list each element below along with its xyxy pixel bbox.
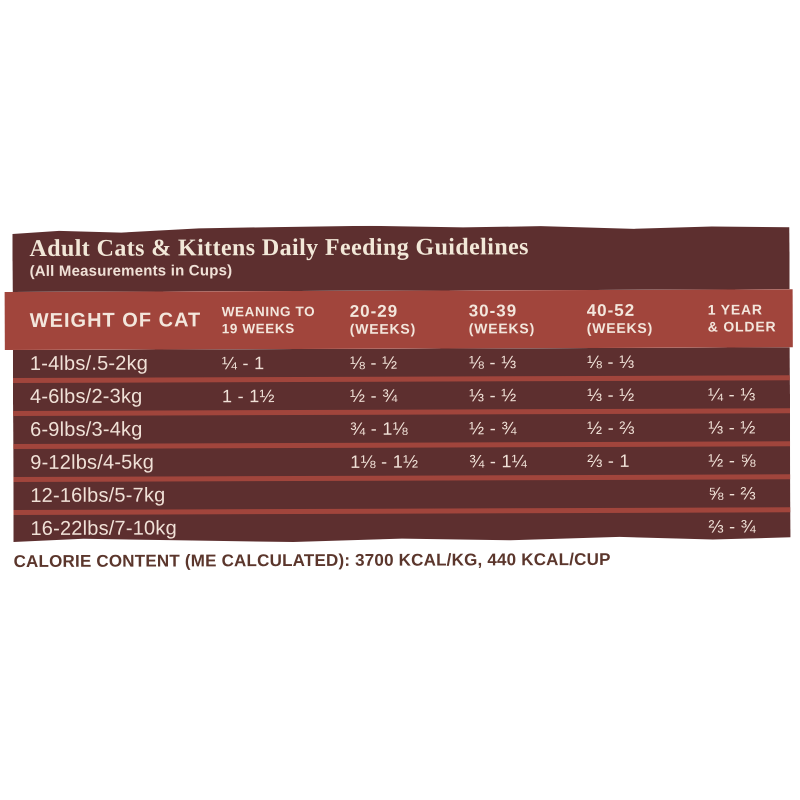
calorie-content-note: CALORIE CONTENT (ME CALCULATED): 3700 KC… — [13, 549, 611, 571]
value-cell: ⅔ - ¾ — [708, 515, 757, 537]
value-cell: 1⅛ - 1½ — [350, 451, 419, 472]
title-block: Adult Cats & Kittens Daily Feeding Guide… — [12, 224, 789, 292]
value-cell: ¼ - ⅓ — [707, 383, 756, 405]
value-cell: ⅔ - 1 — [587, 450, 630, 471]
weight-cell: 4-6lbs/2-3kg — [29, 385, 143, 408]
value-cell: ½ - ⅔ — [587, 417, 635, 438]
table-subtitle: (All Measurements in Cups) — [29, 262, 233, 280]
value-cell: ⅓ - ½ — [468, 384, 517, 405]
value-cell: ¾ - 1¼ — [469, 450, 528, 471]
column-header-text: 30-39 — [468, 301, 518, 321]
table-row: 1-4lbs/.5-2kg ¼ - 1 ⅛ - ½ ⅛ - ⅓ ⅛ - ⅓ — [13, 347, 790, 378]
value-cell: ¾ - 1⅛ — [350, 418, 408, 439]
value-cell: 1 - 1½ — [221, 385, 275, 406]
value-cell: ⅓ - ½ — [586, 384, 635, 405]
column-header-text: 19 WEEKS — [221, 321, 295, 337]
column-header-1-year-older: 1 YEAR & OLDER — [708, 301, 790, 335]
table-body: 1-4lbs/.5-2kg ¼ - 1 ⅛ - ½ ⅛ - ⅓ ⅛ - ⅓ 4-… — [13, 347, 791, 543]
table-row: 16-22lbs/7-10kg ⅔ - ¾ — [13, 507, 790, 543]
weight-cell: 9-12lbs/4-5kg — [30, 451, 155, 474]
value-cell: ½ - ⅝ — [708, 449, 756, 471]
value-cell: ½ - ¾ — [349, 385, 398, 406]
value-cell: ⅛ - ⅓ — [468, 351, 517, 372]
column-header-text: 40-52 — [586, 300, 636, 320]
value-cell: ⅓ - ½ — [708, 416, 756, 438]
column-header-text: (WEEKS) — [468, 320, 536, 337]
table-row: 12-16lbs/5-7kg ⅝ - ⅔ — [13, 474, 790, 510]
weight-cell: 6-9lbs/3-4kg — [30, 418, 143, 441]
column-header-weight-of-cat: WEIGHT OF CAT — [13, 309, 222, 332]
weight-cell: 12-16lbs/5-7kg — [30, 483, 166, 507]
column-header-text: (WEEKS) — [349, 320, 417, 337]
column-header-text: 20-29 — [349, 301, 399, 321]
table-row: 4-6lbs/2-3kg 1 - 1½ ½ - ¾ ⅓ - ½ ⅓ - ½ ¼ … — [13, 375, 790, 411]
value-cell: ⅛ - ⅓ — [586, 351, 635, 372]
value-cell: ¼ - 1 — [221, 352, 265, 373]
column-header-30-39-weeks: 30-39 (WEEKS) — [469, 301, 587, 337]
column-header-text: (WEEKS) — [586, 319, 654, 336]
column-header-20-29-weeks: 20-29 (WEEKS) — [350, 301, 469, 337]
column-header-text: 1 YEAR — [707, 301, 763, 318]
column-header-text: WEIGHT OF CAT — [29, 309, 202, 332]
column-header-weaning-to-19-weeks: WEANING TO 19 WEEKS — [222, 303, 350, 337]
feeding-guidelines-label: Adult Cats & Kittens Daily Feeding Guide… — [4, 224, 793, 572]
table-row: 9-12lbs/4-5kg 1⅛ - 1½ ¾ - 1¼ ⅔ - 1 ½ - ⅝ — [13, 441, 790, 477]
column-header-text: WEANING TO — [221, 303, 316, 320]
table-row: 6-9lbs/3-4kg ¾ - 1⅛ ½ - ¾ ½ - ⅔ ⅓ - ½ — [13, 408, 790, 444]
weight-cell: 1-4lbs/.5-2kg — [29, 352, 149, 375]
value-cell: ⅝ - ⅔ — [708, 482, 756, 504]
table-title: Adult Cats & Kittens Daily Feeding Guide… — [29, 234, 529, 262]
column-header-40-52-weeks: 40-52 (WEEKS) — [587, 301, 708, 337]
column-header-text: & OLDER — [707, 318, 777, 335]
value-cell: ⅛ - ½ — [349, 352, 398, 373]
value-cell: ½ - ¾ — [469, 417, 517, 438]
weight-cell: 16-22lbs/7-10kg — [30, 516, 177, 540]
table-header-row: WEIGHT OF CAT WEANING TO 19 WEEKS 20-29 … — [4, 289, 793, 351]
